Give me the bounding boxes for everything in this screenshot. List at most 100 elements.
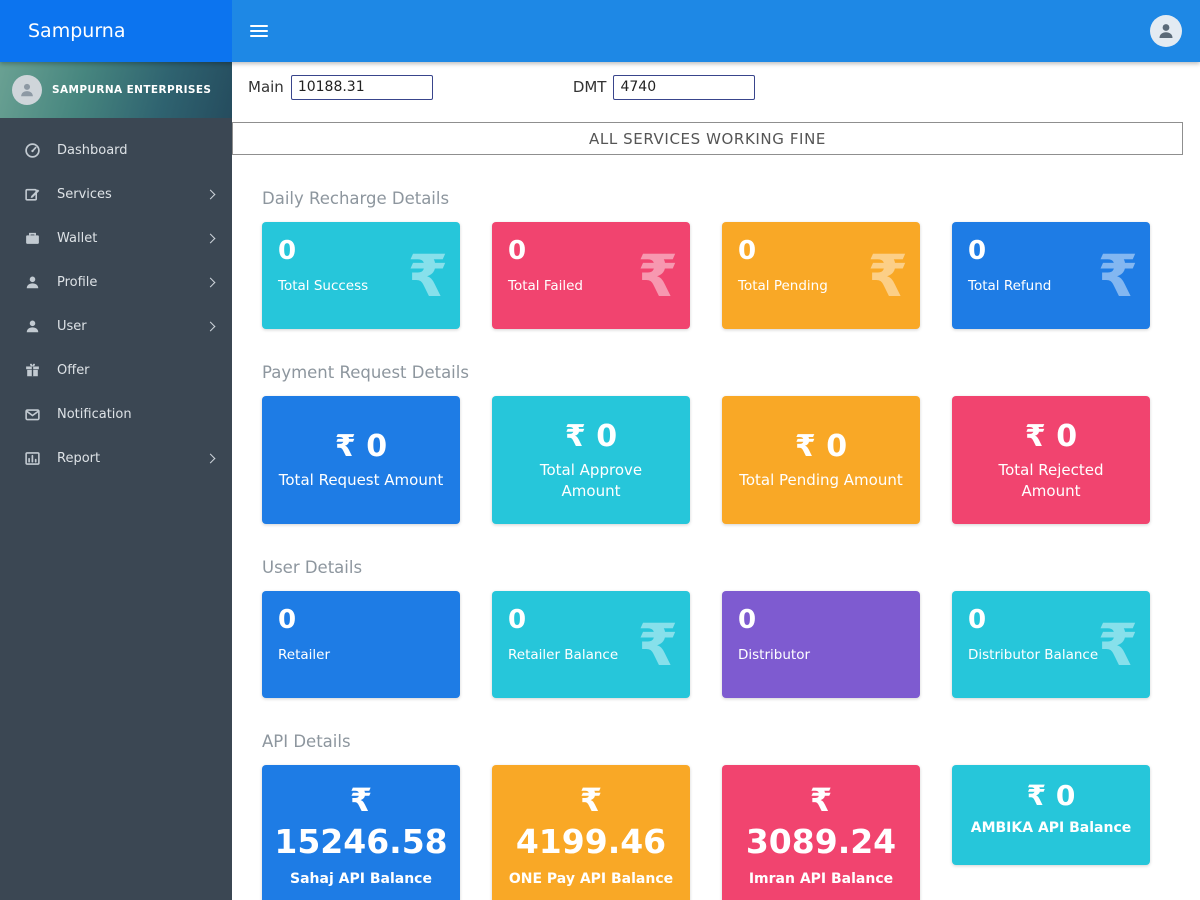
card-retailer-balance: 0 Retailer Balance ₹ (492, 591, 690, 698)
card-total-pending-amount: ₹ 0 Total Pending Amount (722, 396, 920, 524)
person-icon (24, 318, 41, 335)
section-title-user-details: User Details (262, 558, 363, 577)
card-value: 0 (738, 236, 757, 266)
card-value: ₹ 0 (334, 429, 388, 464)
card-label: Total Pending Amount (739, 471, 903, 489)
card-label: Retailer (278, 647, 331, 663)
card-value: ₹ 0 (1026, 779, 1076, 812)
card-value: 0 (738, 605, 757, 635)
sidebar-menu: Dashboard Services Wallet (0, 118, 232, 480)
api-details-cards: ₹ 15246.58 Sahaj API Balance ₹ 4199.46 O… (262, 765, 1152, 900)
sidebar-item-user[interactable]: User (0, 304, 232, 348)
card-label: Total Failed (508, 278, 583, 294)
hamburger-menu-icon[interactable] (250, 22, 268, 40)
payment-request-cards: ₹ 0 Total Request Amount ₹ 0 Total Appro… (262, 396, 1152, 524)
card-value: ₹ 0 (1024, 418, 1078, 454)
sidebar: SAMPURNA ENTERPRISES Dashboard Services (0, 62, 232, 900)
sidebar-item-label: Profile (57, 274, 98, 290)
card-value: 0 (508, 605, 527, 635)
sidebar-item-label: Services (57, 186, 112, 202)
sidebar-item-profile[interactable]: Profile (0, 260, 232, 304)
rupee-icon: ₹ (809, 781, 833, 819)
section-title-payment-request: Payment Request Details (262, 363, 469, 382)
card-value: 3089.24 (745, 822, 897, 862)
edit-icon (24, 186, 41, 203)
card-label: Total Pending (738, 278, 828, 294)
card-label: Sahaj API Balance (290, 871, 432, 888)
rupee-icon: ₹ (637, 241, 678, 310)
sidebar-item-dashboard[interactable]: Dashboard (0, 128, 232, 172)
card-total-rejected-amount: ₹ 0 Total Rejected Amount (952, 396, 1150, 524)
card-total-refund: 0 Total Refund ₹ (952, 222, 1150, 329)
gauge-icon (24, 142, 41, 159)
card-value: 4199.46 (515, 822, 667, 862)
profile-avatar[interactable] (12, 75, 42, 105)
brand-logo[interactable]: Sampurna (0, 0, 232, 62)
user-avatar[interactable] (1150, 15, 1182, 47)
card-label: ONE Pay API Balance (508, 871, 674, 888)
dmt-balance-input[interactable] (613, 74, 756, 100)
rupee-icon: ₹ (1097, 610, 1138, 679)
card-value: 15246.58 (274, 822, 448, 862)
rupee-icon: ₹ (349, 781, 373, 819)
card-retailer: 0 Retailer (262, 591, 460, 698)
card-label: AMBIKA API Balance (970, 820, 1132, 836)
rupee-icon: ₹ (407, 241, 448, 310)
rupee-icon: ₹ (1097, 241, 1138, 310)
rupee-icon: ₹ (579, 781, 603, 819)
sidebar-item-report[interactable]: Report (0, 436, 232, 480)
sidebar-profile: SAMPURNA ENTERPRISES (0, 62, 232, 118)
card-label: Imran API Balance (748, 871, 894, 888)
main-balance-input[interactable] (290, 74, 433, 100)
rupee-icon: ₹ (637, 610, 678, 679)
card-value: 0 (968, 236, 987, 266)
card-label: Total Rejected Amount (998, 460, 1104, 500)
wallet-icon (24, 230, 41, 247)
card-value: 0 (278, 605, 297, 635)
card-label: Distributor (738, 647, 811, 663)
sidebar-item-label: Report (57, 450, 101, 466)
sidebar-item-label: Notification (57, 406, 132, 422)
sidebar-item-notification[interactable]: Notification (0, 392, 232, 436)
person-icon (21, 83, 33, 97)
chevron-right-icon (205, 453, 216, 463)
card-value: 0 (508, 236, 527, 266)
sidebar-item-label: Wallet (57, 230, 98, 246)
rupee-icon: ₹ (867, 241, 908, 310)
section-title-daily-recharge: Daily Recharge Details (262, 189, 450, 208)
card-label: Total Request Amount (278, 471, 444, 489)
card-value: 0 (968, 605, 987, 635)
card-distributor: 0 Distributor (722, 591, 920, 698)
envelope-icon (24, 406, 41, 423)
profile-name: SAMPURNA ENTERPRISES (52, 84, 212, 96)
gift-icon (24, 362, 41, 379)
sidebar-item-label: Offer (57, 362, 90, 378)
card-label: Total Success (278, 278, 369, 294)
sidebar-item-services[interactable]: Services (0, 172, 232, 216)
main-balance-label: Main (248, 78, 284, 96)
dashboard-sections: Daily Recharge Details 0 Total Success ₹… (232, 189, 1200, 900)
chevron-right-icon (205, 189, 216, 199)
main-content: Main DMT ALL SERVICES WORKING FINE Daily… (232, 62, 1200, 900)
card-total-approve-amount: ₹ 0 Total Approve Amount (492, 396, 690, 524)
card-label: Total Approve Amount (539, 460, 643, 500)
balance-bar: Main DMT (232, 62, 1200, 112)
card-total-failed: 0 Total Failed ₹ (492, 222, 690, 329)
card-total-success: 0 Total Success ₹ (262, 222, 460, 329)
person-icon (1159, 24, 1173, 38)
card-sahaj-api-balance: ₹ 15246.58 Sahaj API Balance (262, 765, 460, 900)
card-imran-api-balance: ₹ 3089.24 Imran API Balance (722, 765, 920, 900)
sidebar-item-offer[interactable]: Offer (0, 348, 232, 392)
card-one-pay-api-balance: ₹ 4199.46 ONE Pay API Balance (492, 765, 690, 900)
chevron-right-icon (205, 321, 216, 331)
card-distributor-balance: 0 Distributor Balance ₹ (952, 591, 1150, 698)
status-banner: ALL SERVICES WORKING FINE (232, 122, 1183, 155)
chart-icon (24, 450, 41, 467)
card-value: ₹ 0 (564, 418, 618, 454)
card-ambika-api-balance: ₹ 0 AMBIKA API Balance (952, 765, 1150, 865)
dmt-balance-label: DMT (572, 78, 607, 96)
sidebar-item-wallet[interactable]: Wallet (0, 216, 232, 260)
sidebar-item-label: User (57, 318, 87, 334)
card-label: Total Refund (968, 278, 1052, 294)
